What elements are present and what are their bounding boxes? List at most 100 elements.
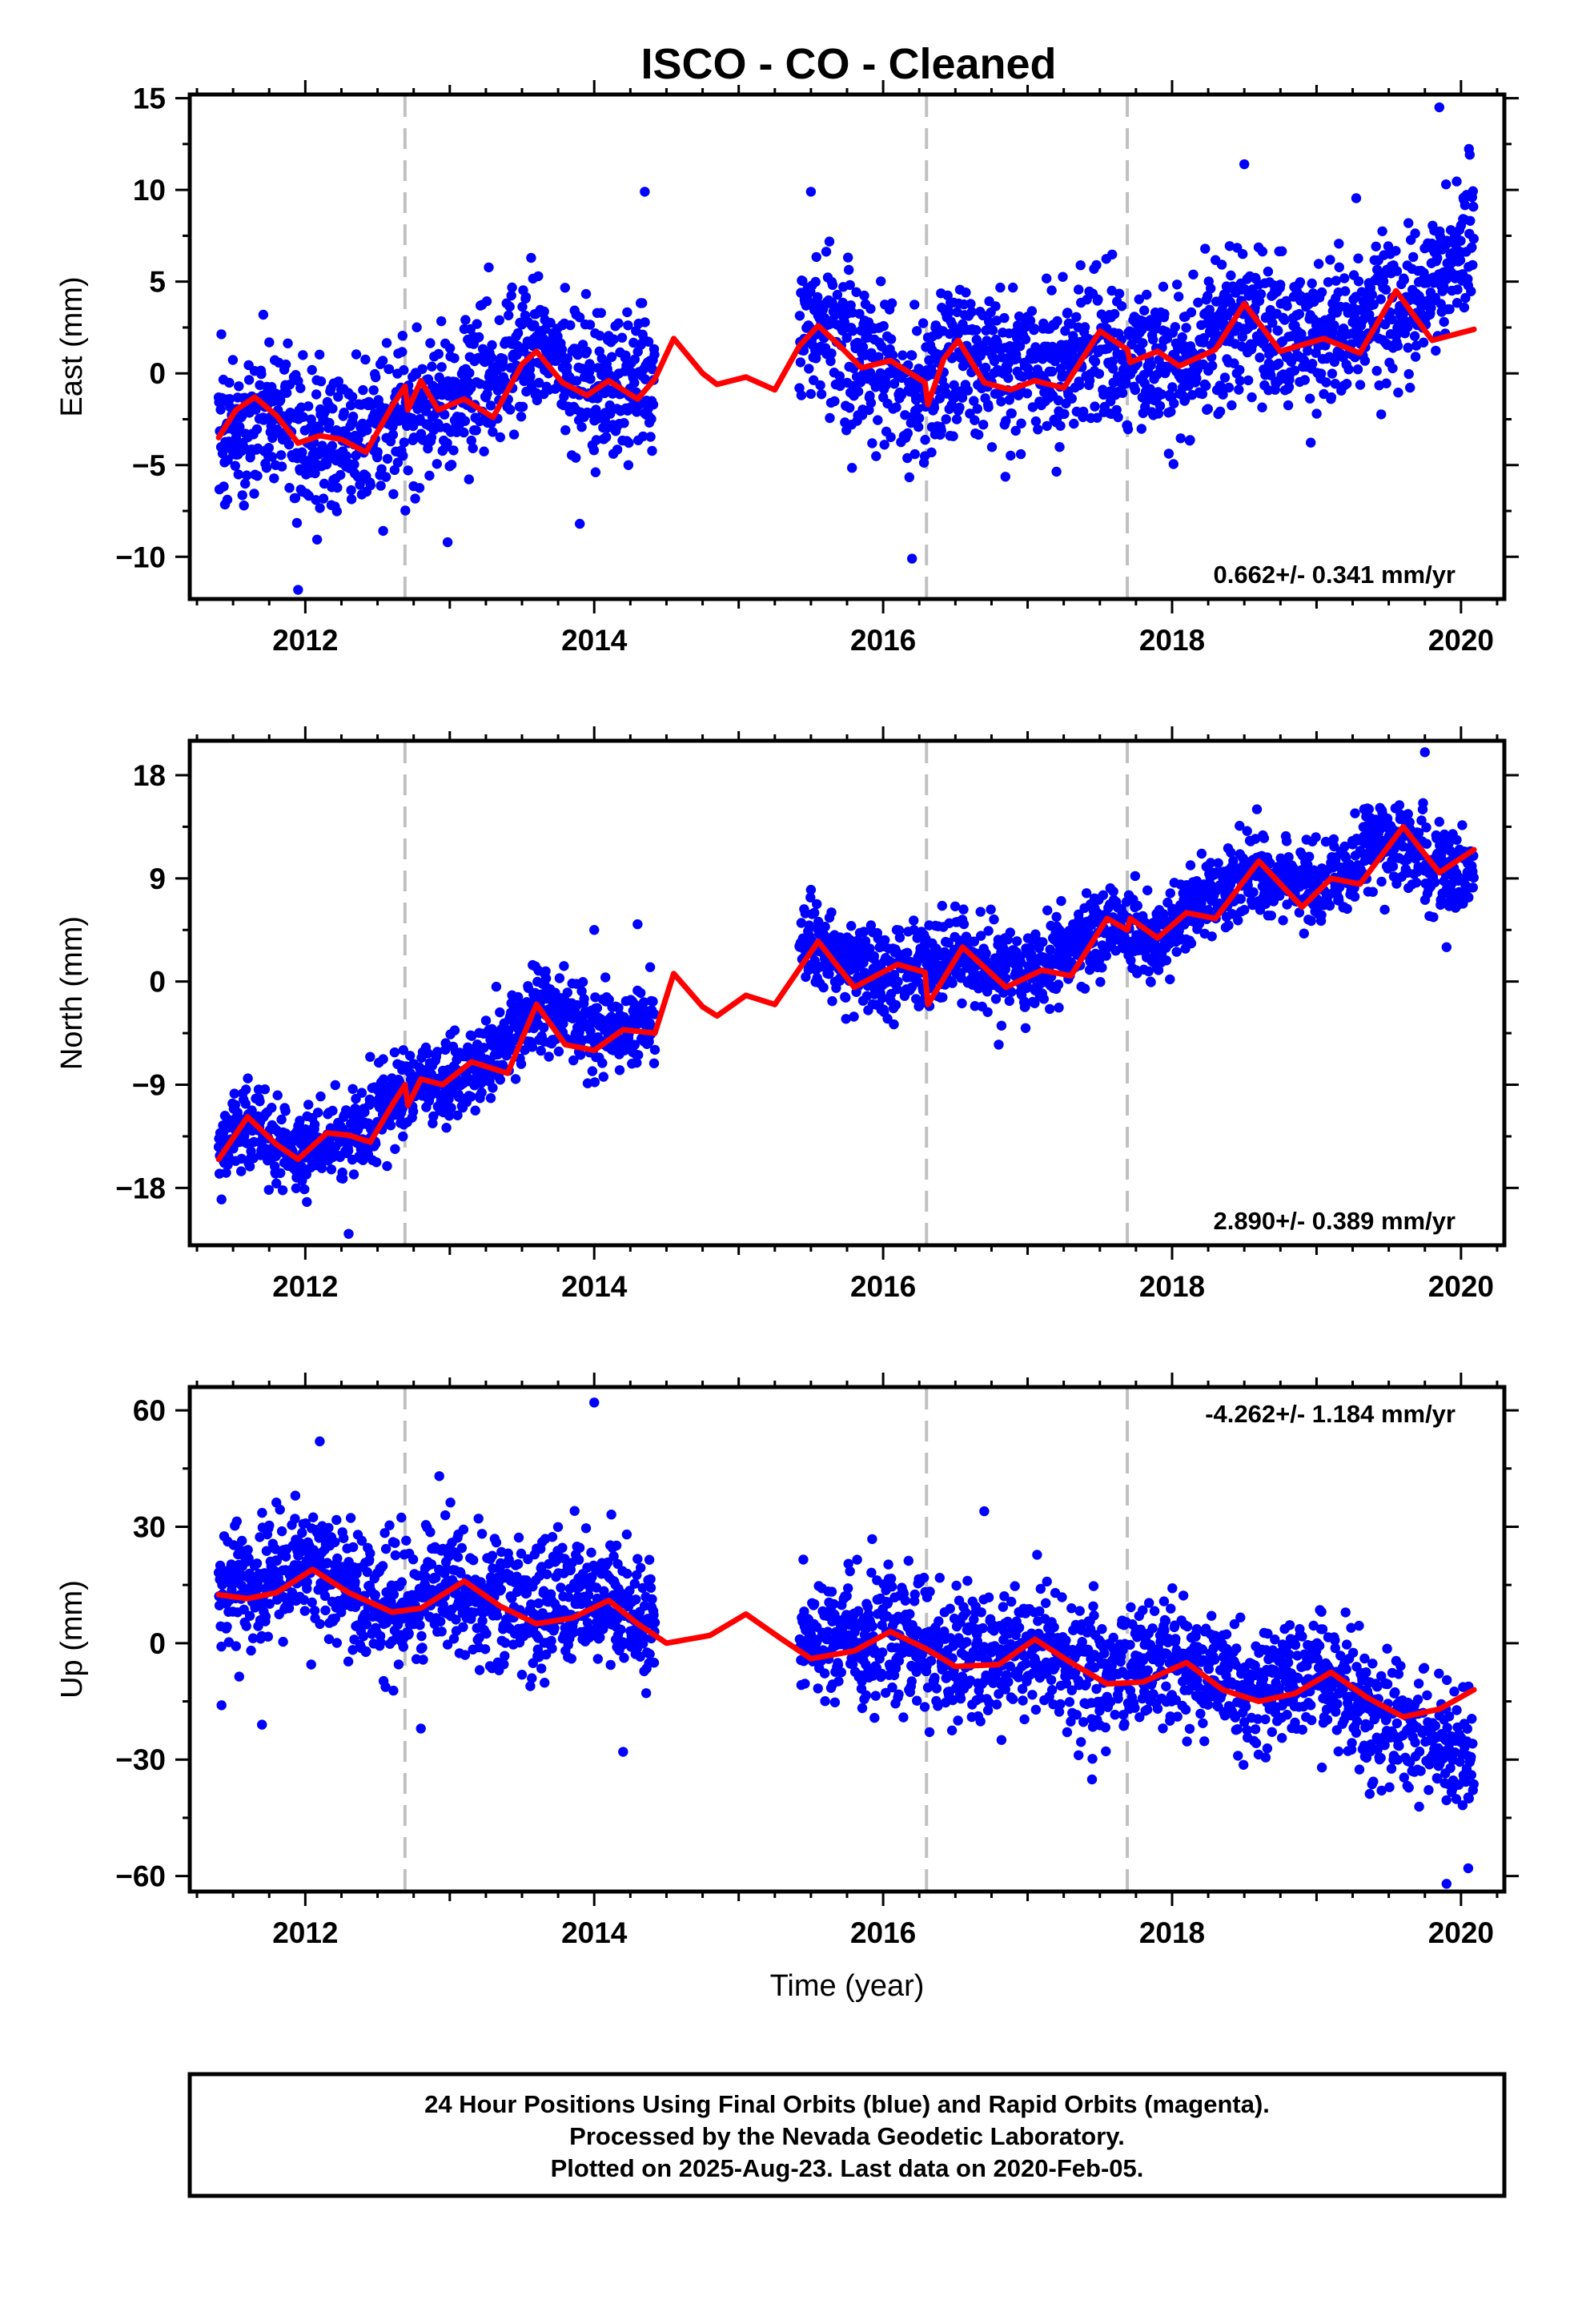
east-data-point bbox=[399, 365, 409, 376]
east-data-point bbox=[486, 352, 497, 363]
north-y-tick-label: 18 bbox=[133, 759, 166, 792]
north-data-point bbox=[378, 1054, 388, 1064]
east-data-point bbox=[1468, 233, 1480, 244]
east-data-point bbox=[816, 389, 827, 400]
east-data-point bbox=[1392, 340, 1403, 352]
east-data-point bbox=[1355, 380, 1366, 390]
north-data-point bbox=[1165, 974, 1175, 985]
east-data-point bbox=[971, 335, 982, 345]
east-data-point bbox=[805, 388, 816, 400]
east-data-point bbox=[1185, 435, 1195, 445]
north-x-tick-label: 2012 bbox=[272, 1270, 338, 1303]
east-data-point bbox=[1169, 398, 1179, 408]
east-data-point bbox=[506, 290, 516, 301]
east-data-point bbox=[1428, 278, 1439, 288]
north-data-point bbox=[1239, 905, 1250, 915]
east-data-point bbox=[876, 276, 886, 287]
up-data-point bbox=[237, 1535, 247, 1546]
north-data-point bbox=[309, 1120, 320, 1130]
east-data-point bbox=[1343, 364, 1354, 375]
east-data-point bbox=[533, 271, 544, 282]
east-x-tick-label: 2016 bbox=[850, 624, 916, 657]
east-data-point bbox=[1029, 324, 1040, 334]
east-data-point bbox=[1033, 424, 1043, 435]
east-data-point bbox=[980, 362, 991, 373]
east-data-point bbox=[1177, 332, 1187, 343]
east-data-point bbox=[319, 478, 330, 489]
east-data-point bbox=[926, 447, 937, 458]
east-data-point bbox=[526, 252, 536, 263]
east-data-point bbox=[1468, 259, 1478, 271]
east-data-point bbox=[1216, 259, 1227, 270]
north-data-point bbox=[1299, 928, 1310, 939]
north-data-point bbox=[805, 884, 817, 895]
east-data-point bbox=[983, 402, 994, 412]
east-data-point bbox=[1052, 316, 1062, 327]
north-data-point bbox=[587, 1066, 598, 1076]
north-data-point bbox=[639, 997, 649, 1007]
east-data-point bbox=[224, 377, 235, 388]
north-data-point bbox=[371, 1157, 382, 1168]
east-data-point bbox=[298, 412, 308, 422]
east-x-tick-label: 2012 bbox=[272, 624, 338, 657]
east-data-point bbox=[975, 351, 986, 361]
east-data-point bbox=[1452, 284, 1463, 295]
east-data-point bbox=[837, 297, 849, 308]
east-data-point bbox=[239, 441, 249, 452]
east-data-point bbox=[464, 474, 474, 485]
east-data-point bbox=[1274, 358, 1284, 369]
east-data-point bbox=[1375, 294, 1386, 304]
east-data-point bbox=[534, 377, 544, 388]
east-data-point bbox=[314, 424, 324, 436]
north-data-point bbox=[1265, 858, 1275, 869]
north-data-point bbox=[1045, 1003, 1055, 1015]
east-data-point bbox=[865, 368, 876, 378]
east-data-point bbox=[293, 585, 303, 595]
north-data-point bbox=[1054, 1003, 1064, 1013]
east-data-point bbox=[640, 187, 650, 197]
east-data-point bbox=[1224, 241, 1235, 251]
east-data-point bbox=[531, 388, 541, 398]
east-data-point bbox=[383, 364, 395, 375]
east-data-point bbox=[538, 333, 548, 344]
east-data-point bbox=[1247, 392, 1257, 403]
north-data-point bbox=[644, 1036, 654, 1047]
north-x-tick-label: 2018 bbox=[1139, 1270, 1205, 1303]
east-data-point bbox=[847, 326, 858, 336]
north-data-point bbox=[495, 1007, 505, 1018]
east-data-point bbox=[809, 375, 819, 385]
east-data-point bbox=[1147, 334, 1158, 345]
east-data-point bbox=[269, 473, 279, 484]
east-data-point bbox=[311, 389, 322, 400]
east-data-point bbox=[327, 440, 338, 451]
east-data-point bbox=[512, 328, 524, 339]
east-data-point bbox=[584, 320, 596, 330]
north-data-point bbox=[1320, 836, 1331, 847]
east-data-point bbox=[648, 400, 659, 410]
east-data-point bbox=[1353, 253, 1363, 263]
east-data-point bbox=[346, 494, 357, 505]
east-data-point bbox=[1227, 400, 1237, 411]
north-data-point bbox=[382, 1160, 392, 1172]
east-data-point bbox=[1340, 286, 1351, 296]
east-data-point bbox=[913, 404, 923, 414]
east-data-point bbox=[1107, 249, 1118, 259]
north-data-point bbox=[1146, 977, 1156, 987]
east-data-point bbox=[382, 453, 393, 464]
east-data-point bbox=[1255, 352, 1265, 363]
east-data-point bbox=[1008, 282, 1018, 293]
north-data-point bbox=[590, 992, 600, 1003]
east-data-point bbox=[1405, 382, 1415, 393]
east-data-point bbox=[978, 310, 988, 321]
east-data-point bbox=[853, 386, 864, 397]
east-data-point bbox=[1460, 200, 1471, 211]
east-data-point bbox=[1359, 356, 1371, 366]
north-data-point bbox=[326, 1164, 337, 1175]
north-data-point bbox=[950, 901, 961, 912]
east-data-point bbox=[1239, 159, 1250, 170]
east-data-point bbox=[821, 247, 832, 257]
east-data-point bbox=[1174, 292, 1184, 302]
east-data-point bbox=[560, 425, 571, 436]
